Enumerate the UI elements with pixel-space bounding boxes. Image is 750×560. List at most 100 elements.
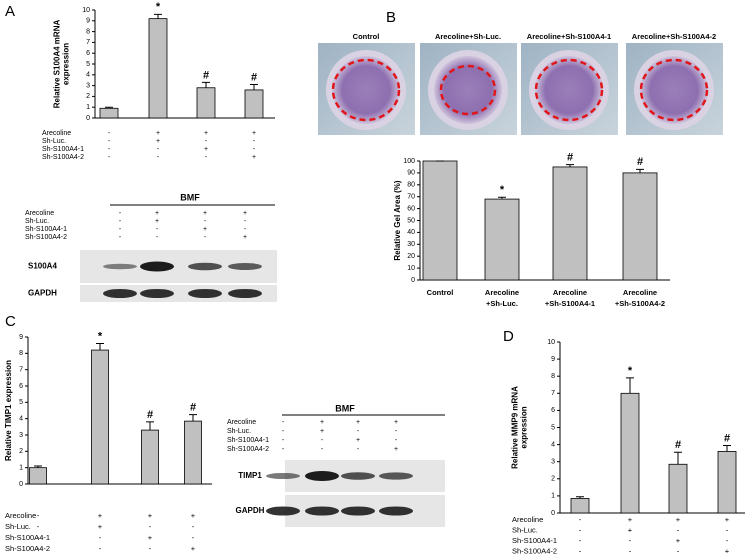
bar	[99, 107, 119, 119]
gel-outline	[439, 64, 497, 116]
x-tick-label: Arecoline	[553, 288, 587, 297]
condition-sign: -	[119, 210, 122, 217]
condition-label: Sh-Luc.	[5, 522, 31, 531]
condition-sign: +	[98, 511, 103, 520]
y-tick-label: 9	[551, 356, 555, 363]
condition-sign: -	[108, 130, 111, 137]
bar	[552, 166, 588, 281]
condition-sign: -	[321, 437, 324, 444]
gel	[535, 56, 603, 124]
condition-label: Sh-S100A4-2	[42, 154, 84, 161]
band	[305, 506, 339, 516]
condition-sign: -	[677, 525, 680, 534]
error-bar	[146, 421, 154, 431]
condition-sign: -	[282, 446, 285, 453]
condition-sign: -	[156, 226, 159, 233]
error-bar	[189, 414, 197, 422]
condition-sign: +	[394, 419, 398, 426]
gel-outline	[639, 58, 709, 122]
condition-label: Sh-S100A4-2	[227, 446, 269, 453]
condition-sign: +	[204, 130, 208, 137]
y-tick-label: 1	[551, 493, 555, 500]
bar	[29, 467, 47, 485]
condition-sign: -	[629, 546, 632, 555]
gel	[640, 56, 708, 124]
condition-sign: -	[726, 536, 729, 545]
error-bar	[498, 196, 506, 200]
y-tick-label: 7	[86, 39, 90, 46]
condition-sign: -	[321, 446, 324, 453]
bar	[668, 463, 688, 514]
error-bar	[154, 13, 162, 19]
condition-sign: +	[203, 210, 207, 217]
error-bar	[576, 496, 584, 499]
condition-label: Sh-S100A4-1	[25, 226, 67, 233]
annotation: #	[724, 432, 730, 444]
condition-sign: -	[192, 533, 195, 542]
error-bar	[723, 444, 731, 452]
gel-outline	[331, 58, 401, 122]
condition-sign: -	[282, 428, 285, 435]
error-bar	[636, 168, 644, 173]
condition-sign: +	[156, 130, 160, 137]
condition-sign: -	[244, 226, 247, 233]
condition-sign: -	[395, 428, 398, 435]
bar	[91, 349, 109, 485]
band	[103, 263, 137, 270]
photo-label: Control	[353, 32, 380, 41]
condition-label: Sh-Luc.	[42, 138, 66, 145]
condition-label: Sh-S100A4-1	[227, 437, 269, 444]
y-tick-label: 9	[86, 18, 90, 25]
band	[341, 506, 375, 516]
band-label: GAPDH	[28, 289, 57, 298]
gel	[332, 56, 400, 124]
condition-sign: -	[204, 218, 207, 225]
condition-label: Arecoline	[5, 511, 36, 520]
condition-sign: -	[37, 511, 40, 520]
condition-sign: +	[628, 515, 633, 524]
y-tick-label: 1	[86, 104, 90, 111]
condition-sign: -	[192, 522, 195, 531]
y-tick-label: 70	[407, 194, 415, 201]
x-tick-label: Arecoline	[623, 288, 657, 297]
condition-sign: -	[282, 437, 285, 444]
condition-sign: +	[676, 536, 681, 545]
annotation: *	[628, 365, 633, 377]
condition-sign: +	[394, 446, 398, 453]
band	[305, 471, 339, 481]
condition-sign: +	[203, 226, 207, 233]
annotation: #	[147, 409, 153, 421]
annotation: #	[567, 151, 573, 163]
condition-sign: +	[320, 428, 324, 435]
bar	[422, 160, 458, 281]
annotation: *	[98, 330, 103, 342]
condition-sign: -	[157, 146, 160, 153]
bar	[622, 172, 658, 281]
condition-sign: -	[119, 226, 122, 233]
band	[379, 506, 413, 516]
condition-sign: -	[579, 546, 582, 555]
annotation: *	[500, 184, 505, 196]
condition-sign: +	[676, 515, 681, 524]
y-tick-label: 0	[19, 481, 23, 488]
condition-label: Sh-S100A4-2	[512, 546, 557, 555]
y-axis-label: Relative TIMP1 expression	[4, 360, 13, 461]
panel-label: B	[386, 9, 396, 26]
annotation: #	[203, 69, 209, 81]
error-bar	[105, 106, 113, 109]
blot-image	[80, 285, 277, 302]
condition-sign: +	[148, 511, 153, 520]
condition-label: Sh-Luc.	[512, 525, 538, 534]
condition-sign: -	[119, 234, 122, 241]
condition-label: Sh-S100A4-1	[5, 533, 50, 542]
condition-sign: -	[395, 437, 398, 444]
y-tick-label: 2	[551, 476, 555, 483]
gel	[434, 56, 502, 124]
band	[228, 263, 262, 270]
condition-sign: +	[628, 525, 633, 534]
y-tick-label: 3	[551, 459, 555, 466]
bar	[620, 392, 640, 514]
y-tick-label: 50	[407, 217, 415, 224]
photo-label: Arecoline+Sh-Luc.	[435, 32, 501, 41]
bar	[244, 89, 264, 119]
